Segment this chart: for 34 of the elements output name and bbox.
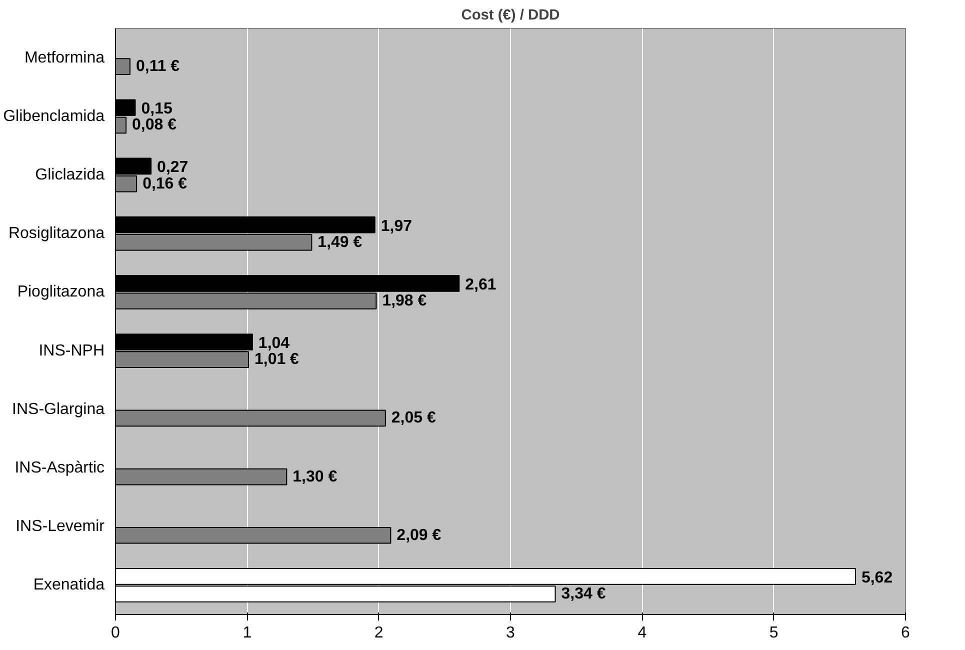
data-label: 2,05 € [391, 410, 436, 427]
x-tick-label: 4 [638, 624, 647, 642]
data-label: 1,98 € [382, 292, 427, 310]
data-label: 1,01 € [254, 351, 300, 368]
y-tick-label: Metformina [24, 49, 105, 66]
x-tick-label: 1 [242, 624, 252, 642]
x-tick-label: 2 [374, 624, 384, 642]
x-tick-label: 3 [506, 624, 516, 642]
data-label: 1,49 € [318, 234, 362, 251]
data-label: 1,04 [258, 335, 290, 352]
data-label: 3,34 € [561, 585, 606, 602]
y-tick-label: INS-Levemir [16, 518, 106, 536]
x-tick-label: 5 [769, 624, 778, 642]
data-label: 5,62 [861, 569, 893, 586]
data-label: 0,27 [157, 159, 188, 176]
data-label: 1,30 € [292, 468, 338, 486]
y-tick-label: INS-NPH [38, 342, 104, 360]
data-label: 2,09 € [396, 526, 442, 544]
x-tick-label: 0 [111, 624, 120, 642]
y-tick-label: Glibenclamida [3, 108, 105, 125]
y-tick-label: Exenatida [33, 576, 105, 594]
data-label: 0,08 € [132, 116, 177, 134]
data-label: 2,61 [465, 276, 496, 294]
y-tick-label: Rosiglitazona [8, 225, 105, 242]
data-label: 0,16 € [142, 175, 188, 192]
chart-title: Cost (€) / DDD [461, 8, 560, 24]
data-label: 1,97 [380, 218, 412, 235]
data-label: 0,11 € [136, 58, 180, 76]
y-tick-label: INS-Glargina [12, 400, 105, 418]
y-tick-label: INS-Aspàrtic [14, 460, 104, 476]
x-tick-label: 6 [901, 624, 910, 642]
y-tick-label: Gliclazida [35, 166, 105, 184]
data-label: 0,15 [141, 100, 172, 118]
y-tick-label: Pioglitazona [17, 284, 105, 301]
